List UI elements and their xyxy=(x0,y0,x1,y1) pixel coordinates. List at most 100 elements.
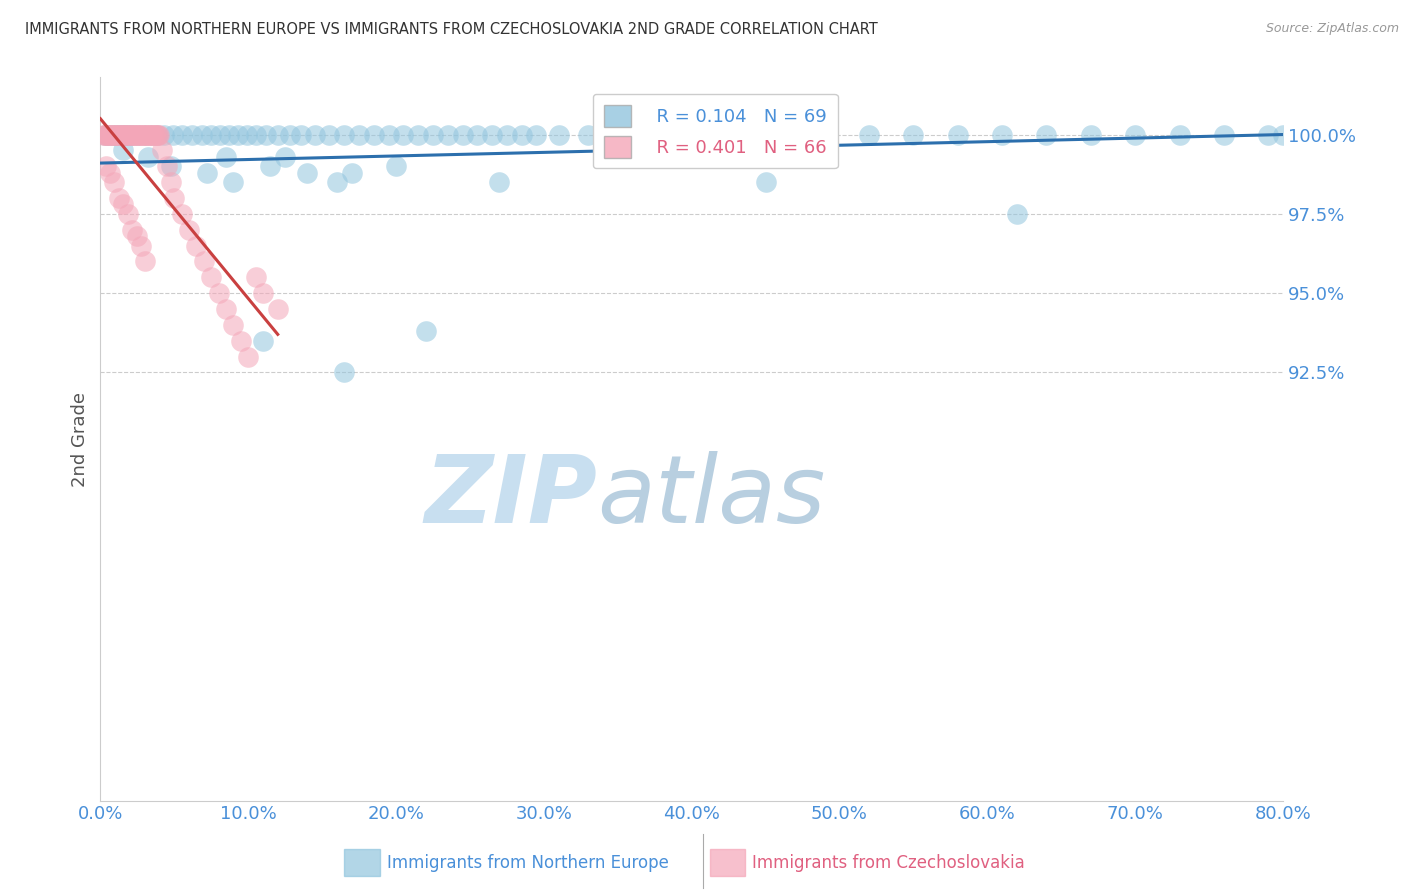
Point xyxy=(141,128,163,142)
Point xyxy=(148,128,170,142)
Point xyxy=(318,128,340,142)
Point xyxy=(436,128,458,142)
Point xyxy=(127,128,149,142)
Point xyxy=(333,366,356,380)
Point xyxy=(1168,128,1191,142)
Point xyxy=(121,222,143,236)
Point xyxy=(96,128,118,142)
Point xyxy=(124,128,146,142)
Point xyxy=(177,222,200,236)
Point xyxy=(146,128,169,142)
Point xyxy=(134,254,156,268)
Point xyxy=(115,128,138,142)
Point xyxy=(415,324,437,338)
Point xyxy=(156,159,179,173)
Point xyxy=(191,128,214,142)
Point xyxy=(755,175,778,189)
Point xyxy=(108,128,131,142)
Point xyxy=(252,334,274,348)
Point xyxy=(104,128,127,142)
Point xyxy=(858,128,880,142)
Point xyxy=(112,128,135,142)
Point xyxy=(91,128,114,142)
Point xyxy=(104,128,127,142)
Point xyxy=(105,128,128,142)
Point xyxy=(665,128,688,142)
Point xyxy=(222,318,245,332)
Text: Immigrants from Northern Europe: Immigrants from Northern Europe xyxy=(387,854,668,871)
Point xyxy=(218,128,240,142)
Point xyxy=(162,128,184,142)
Point xyxy=(118,128,141,142)
Point xyxy=(267,301,290,316)
Point xyxy=(785,128,807,142)
Point xyxy=(1272,128,1295,142)
Point xyxy=(254,128,277,142)
Point xyxy=(226,128,249,142)
Point xyxy=(1212,128,1234,142)
Point xyxy=(340,165,363,179)
Point xyxy=(267,128,290,142)
Point xyxy=(488,175,510,189)
Point xyxy=(1257,128,1279,142)
Point xyxy=(145,128,167,142)
Point xyxy=(125,128,148,142)
Text: IMMIGRANTS FROM NORTHERN EUROPE VS IMMIGRANTS FROM CZECHOSLOVAKIA 2ND GRADE CORR: IMMIGRANTS FROM NORTHERN EUROPE VS IMMIG… xyxy=(25,22,879,37)
Point xyxy=(465,128,488,142)
Point xyxy=(100,128,122,142)
Point xyxy=(1035,128,1057,142)
Point xyxy=(946,128,969,142)
Point xyxy=(114,128,136,142)
Point xyxy=(111,128,134,142)
Point xyxy=(215,150,238,164)
Point xyxy=(128,128,150,142)
Point xyxy=(235,128,257,142)
Point xyxy=(97,128,120,142)
Point xyxy=(200,270,222,285)
Point xyxy=(108,191,131,205)
Point xyxy=(377,128,399,142)
Point xyxy=(97,128,120,142)
Point xyxy=(209,128,232,142)
Point xyxy=(326,175,349,189)
Point xyxy=(222,175,245,189)
Point xyxy=(111,144,134,158)
Point xyxy=(134,128,156,142)
Point xyxy=(406,128,429,142)
Point xyxy=(724,128,747,142)
Point xyxy=(138,128,160,142)
Point xyxy=(903,128,925,142)
Point xyxy=(163,191,186,205)
Point xyxy=(385,159,408,173)
Point xyxy=(101,128,124,142)
Text: Immigrants from Czechoslovakia: Immigrants from Czechoslovakia xyxy=(752,854,1025,871)
Point xyxy=(134,128,156,142)
Point xyxy=(129,238,152,252)
Point xyxy=(143,128,166,142)
Point xyxy=(547,128,569,142)
Point xyxy=(392,128,415,142)
Legend:   R = 0.104   N = 69,   R = 0.401   N = 66: R = 0.104 N = 69, R = 0.401 N = 66 xyxy=(593,94,838,169)
Text: ZIP: ZIP xyxy=(425,450,598,543)
Point xyxy=(129,128,152,142)
Point xyxy=(145,128,167,142)
Point xyxy=(160,175,183,189)
Point xyxy=(128,128,150,142)
Point xyxy=(422,128,444,142)
Point xyxy=(136,128,159,142)
Point xyxy=(755,128,778,142)
Point xyxy=(124,128,146,142)
Point xyxy=(98,165,121,179)
Point xyxy=(991,128,1014,142)
Point xyxy=(576,128,599,142)
Point xyxy=(252,286,274,301)
Point xyxy=(101,128,124,142)
Point xyxy=(118,128,141,142)
Point xyxy=(510,128,533,142)
Point xyxy=(136,150,159,164)
Point xyxy=(160,159,183,173)
Point xyxy=(297,165,319,179)
Point xyxy=(98,128,121,142)
Point xyxy=(139,128,162,142)
Point xyxy=(200,128,222,142)
